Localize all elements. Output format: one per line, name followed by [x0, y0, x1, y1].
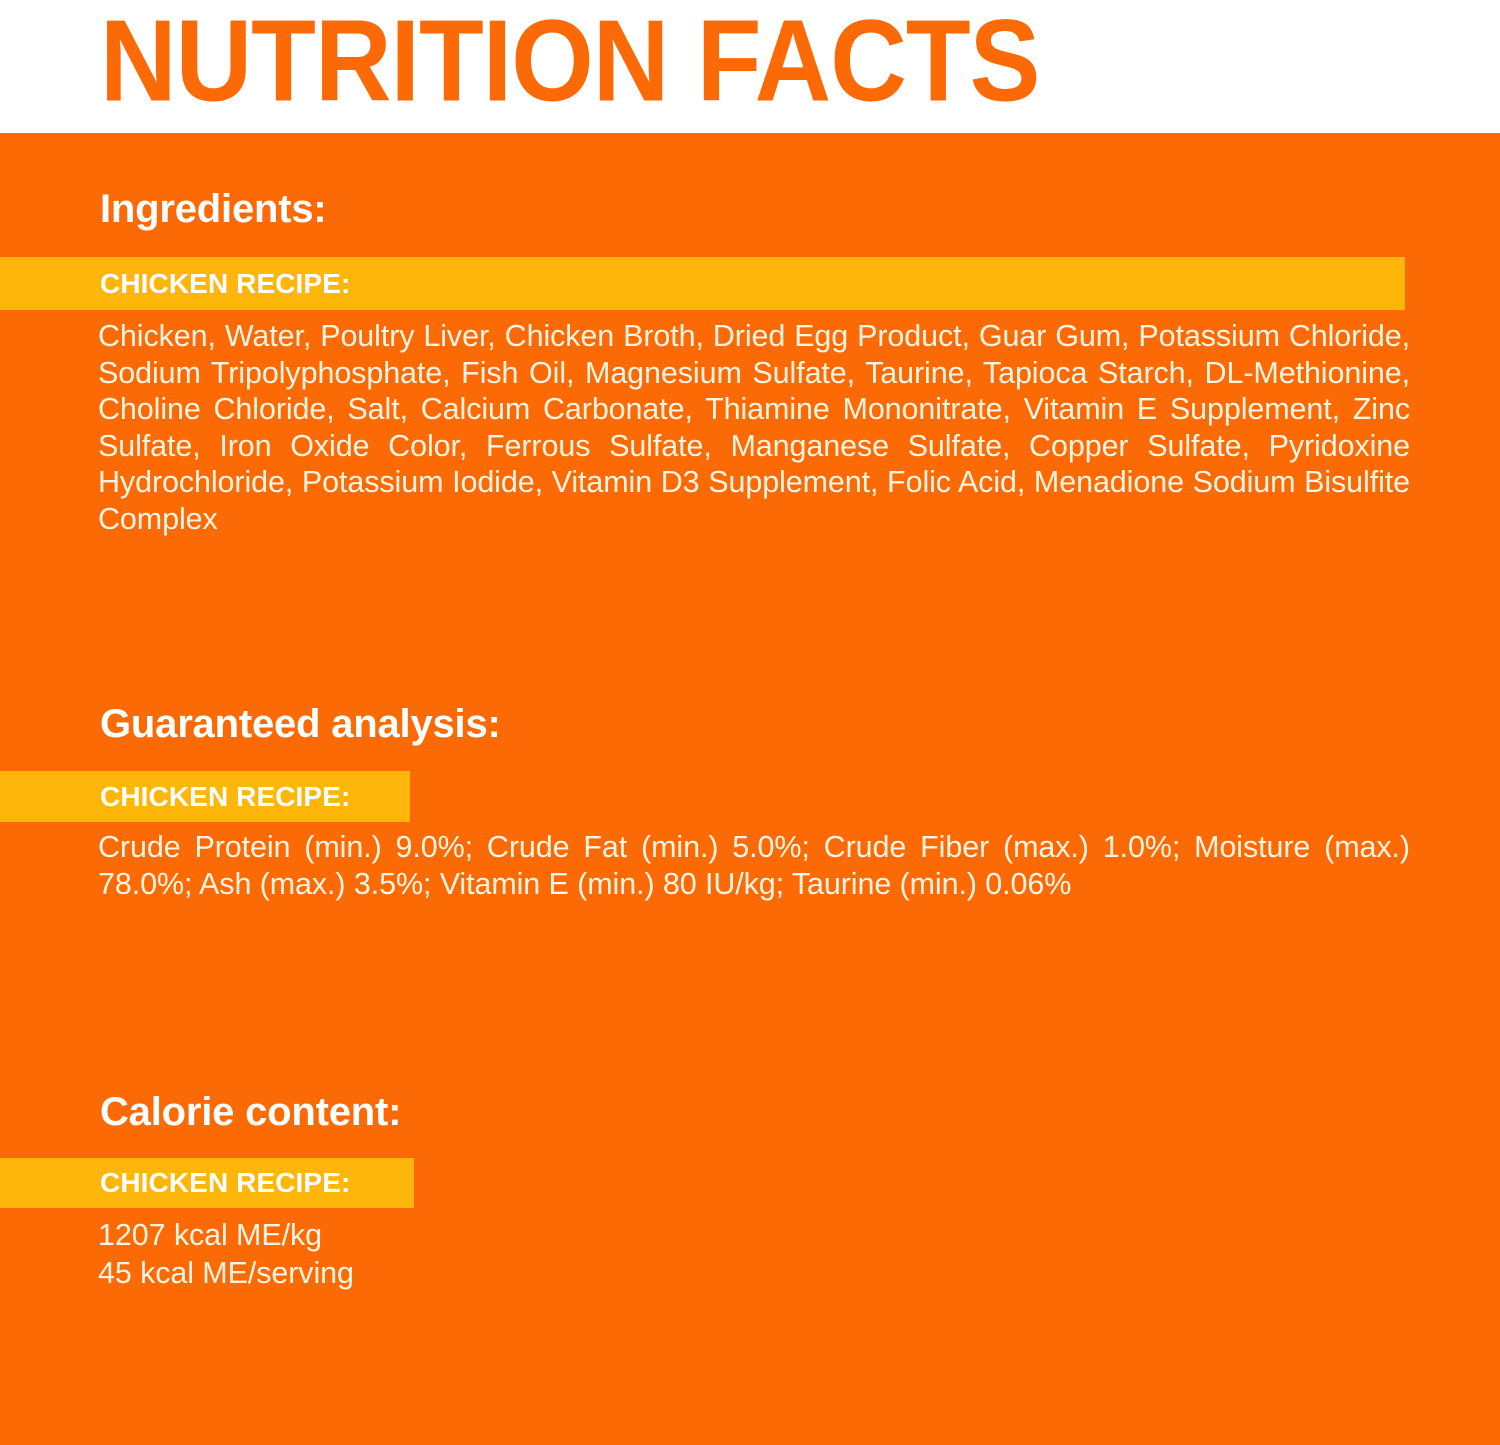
guaranteed-analysis-recipe-bar: CHICKEN RECIPE: [0, 771, 410, 822]
guaranteed-analysis-recipe-label: CHICKEN RECIPE: [100, 780, 351, 812]
calorie-content-recipe-label: CHICKEN RECIPE: [100, 1167, 351, 1198]
calorie-content-heading: Calorie content: [100, 1090, 402, 1134]
calorie-content-recipe-bar: CHICKEN RECIPE: [0, 1158, 414, 1208]
guaranteed-analysis-body-text: Crude Protein (min.) 9.0%; Crude Fat (mi… [98, 830, 1410, 901]
ingredients-recipe-label: CHICKEN RECIPE: [100, 267, 351, 299]
guaranteed-analysis-heading: Guaranteed analysis: [100, 702, 501, 746]
calorie-per-kg: 1207 kcal ME/kg [98, 1218, 322, 1252]
ingredients-body-text: Chicken, Water, Poultry Liver, Chicken B… [98, 319, 1410, 536]
calorie-content-values: 1207 kcal ME/kg 45 kcal ME/serving [98, 1216, 1410, 1292]
ingredients-heading: Ingredients: [100, 187, 327, 231]
page-title: NUTRITION FACTS [100, 0, 1040, 127]
ingredients-recipe-bar: CHICKEN RECIPE: [0, 257, 1405, 310]
calorie-per-serving: 45 kcal ME/serving [98, 1256, 354, 1290]
title-band: NUTRITION FACTS [0, 0, 1500, 133]
